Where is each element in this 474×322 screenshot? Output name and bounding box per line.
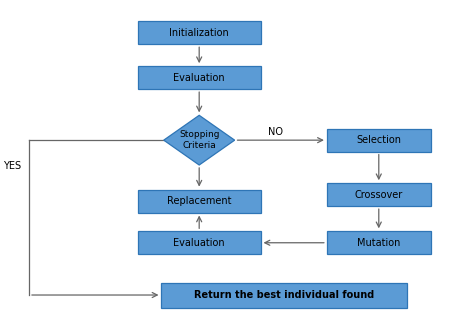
Text: Selection: Selection: [356, 135, 401, 145]
FancyBboxPatch shape: [327, 231, 431, 254]
Text: Crossover: Crossover: [355, 190, 403, 200]
Text: Stopping
Criteria: Stopping Criteria: [179, 130, 219, 150]
Text: NO: NO: [268, 127, 283, 137]
Text: YES: YES: [3, 161, 22, 171]
FancyBboxPatch shape: [327, 128, 431, 152]
FancyBboxPatch shape: [161, 282, 407, 308]
Text: Evaluation: Evaluation: [173, 73, 225, 83]
FancyBboxPatch shape: [138, 190, 261, 213]
FancyBboxPatch shape: [138, 66, 261, 89]
Text: Evaluation: Evaluation: [173, 238, 225, 248]
Text: Initialization: Initialization: [169, 28, 229, 38]
Text: Replacement: Replacement: [167, 196, 231, 206]
FancyBboxPatch shape: [327, 183, 431, 206]
Text: Return the best individual found: Return the best individual found: [194, 290, 374, 300]
FancyBboxPatch shape: [138, 21, 261, 44]
Text: Mutation: Mutation: [357, 238, 401, 248]
Polygon shape: [164, 115, 235, 165]
FancyBboxPatch shape: [138, 231, 261, 254]
